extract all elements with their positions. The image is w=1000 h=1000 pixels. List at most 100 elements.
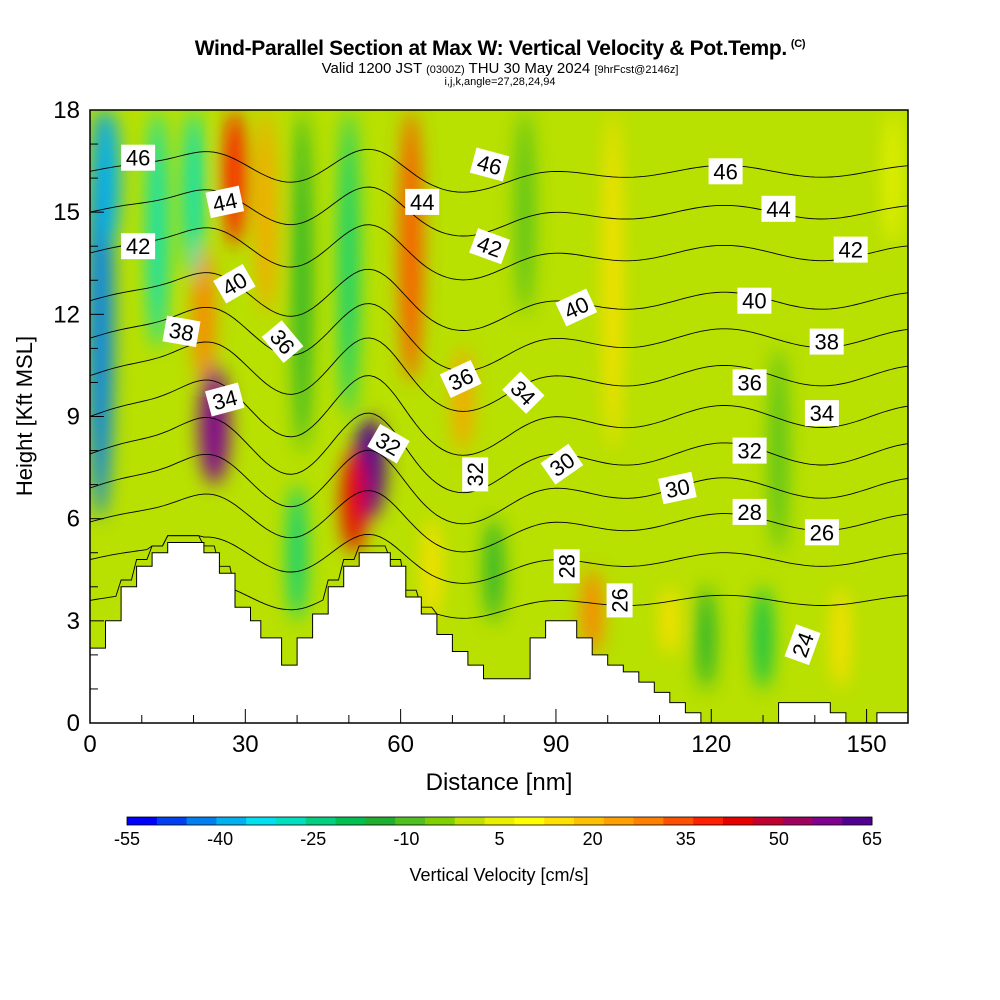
colorbar-swatch xyxy=(335,817,366,825)
contour-label-box xyxy=(405,188,440,215)
velocity-cell xyxy=(341,450,367,553)
contour-label-text: 30 xyxy=(663,474,692,504)
terrain xyxy=(90,542,908,723)
colorbar: -55 -40 -25 -10 5 20 35 50 65 xyxy=(114,816,882,849)
colorbar-swatch xyxy=(425,817,456,825)
isentrope-30 xyxy=(90,449,908,525)
velocity-cell xyxy=(198,365,230,485)
velocity-cell xyxy=(603,110,622,451)
contour-label-box xyxy=(469,228,511,265)
colorbar-swatch xyxy=(216,817,247,825)
contour-label-text: 38 xyxy=(167,317,195,346)
velocity-cell xyxy=(660,586,679,655)
contour-label-box xyxy=(809,328,844,355)
contour-label-text: 40 xyxy=(742,289,766,314)
y-tick-label: 9 xyxy=(67,404,80,431)
contour-label-box xyxy=(658,471,697,505)
contour-label: 40 xyxy=(737,287,772,314)
contour-label: 44 xyxy=(205,185,245,219)
isentrope-24 xyxy=(90,535,908,619)
colorbar-tick-label: -55 xyxy=(114,829,140,849)
contour-label-box xyxy=(737,287,772,314)
contour-label-box xyxy=(553,549,580,584)
contour-label: 26 xyxy=(804,519,839,546)
velocity-cell xyxy=(222,110,247,247)
colorbar-tick-label: 5 xyxy=(494,829,504,849)
contour-label-box xyxy=(732,498,767,525)
colorbar-swatch xyxy=(663,817,694,825)
colorbar-swatch xyxy=(484,817,515,825)
velocity-cell xyxy=(96,110,121,247)
contour-label: 46 xyxy=(121,144,156,171)
colorbar-tick-label: 20 xyxy=(583,829,603,849)
velocity-cell xyxy=(883,110,902,247)
velocity-cell xyxy=(754,586,773,689)
contour-label-box xyxy=(121,144,156,171)
contour-label: 42 xyxy=(833,236,868,263)
colorbar-swatch xyxy=(574,817,605,825)
colorbar-swatch xyxy=(693,817,724,825)
contour-label-box xyxy=(732,437,767,464)
copyright-mark: (C) xyxy=(790,38,806,50)
contour-label-box xyxy=(121,233,156,260)
contour-label: 28 xyxy=(553,549,580,584)
colorbar-swatch xyxy=(127,817,158,825)
velocity-cell xyxy=(256,110,276,315)
contour-label: 38 xyxy=(162,315,201,348)
contour-label: 32 xyxy=(462,457,489,492)
contour-label-text: 44 xyxy=(410,190,434,215)
colorbar-swatch xyxy=(276,817,307,825)
contour-label-box xyxy=(162,315,201,348)
isentrope-36 xyxy=(90,337,908,412)
isentrope-38 xyxy=(90,303,908,372)
colorbar-swatch xyxy=(544,817,575,825)
contour-label: 44 xyxy=(761,195,796,222)
valid-time-line: Valid 1200 JST (0300Z) THU 30 May 2024 [… xyxy=(321,60,679,77)
isentrope-32 xyxy=(90,412,908,494)
colorbar-swatch xyxy=(246,817,277,825)
contour-label-box xyxy=(804,400,839,427)
contour-label: 36 xyxy=(732,369,767,396)
contour-label-text: 36 xyxy=(737,370,761,395)
isentrope-42 xyxy=(90,224,908,281)
colorbar-swatch xyxy=(365,817,396,825)
contour-label-box xyxy=(540,443,584,485)
contour-label-text: 28 xyxy=(737,500,761,525)
contour-label: 44 xyxy=(405,188,440,215)
contour-label-text: 46 xyxy=(713,159,737,184)
contour-label-text: 42 xyxy=(838,238,862,263)
colorbar-swatch xyxy=(305,817,337,825)
contour-label-box xyxy=(439,360,482,398)
colorbar-swatch xyxy=(633,817,664,825)
contour-label: 46 xyxy=(708,158,743,185)
x-axis: 0 30 60 90 120 150 xyxy=(83,709,887,758)
contour-label-box xyxy=(261,320,304,363)
x-tick-label: 150 xyxy=(847,731,887,758)
contour-label-box xyxy=(367,423,410,464)
contour-label-box xyxy=(213,263,256,304)
contour-label-box xyxy=(784,624,821,666)
contour-label-text: 26 xyxy=(608,588,633,612)
chart-title: Wind-Parallel Section at Max W: Vertical… xyxy=(194,37,806,60)
contour-label-text: 26 xyxy=(810,520,834,545)
colorbar-swatch xyxy=(454,817,486,825)
isentrope-46 xyxy=(90,148,908,193)
contour-label-text: 28 xyxy=(555,554,580,578)
velocity-cell xyxy=(831,586,850,689)
velocity-cell xyxy=(193,246,215,383)
contour-label-box xyxy=(732,369,767,396)
contour-label-text: 44 xyxy=(766,197,790,222)
contour-label-text: 42 xyxy=(126,234,150,259)
colorbar-tick-label: -10 xyxy=(393,829,419,849)
contour-label: 30 xyxy=(658,471,697,505)
contour-label-box xyxy=(205,185,245,219)
colorbar-swatch xyxy=(723,817,754,825)
contour-label: 34 xyxy=(804,400,839,427)
contour-label-text: 38 xyxy=(814,330,838,355)
colorbar-swatch xyxy=(156,817,188,825)
colorbar-swatch xyxy=(782,817,813,825)
contour-label-box xyxy=(205,382,245,417)
contour-label: 28 xyxy=(732,498,767,525)
contour-label: 42 xyxy=(121,233,156,260)
contour-label-text: 46 xyxy=(126,146,150,171)
